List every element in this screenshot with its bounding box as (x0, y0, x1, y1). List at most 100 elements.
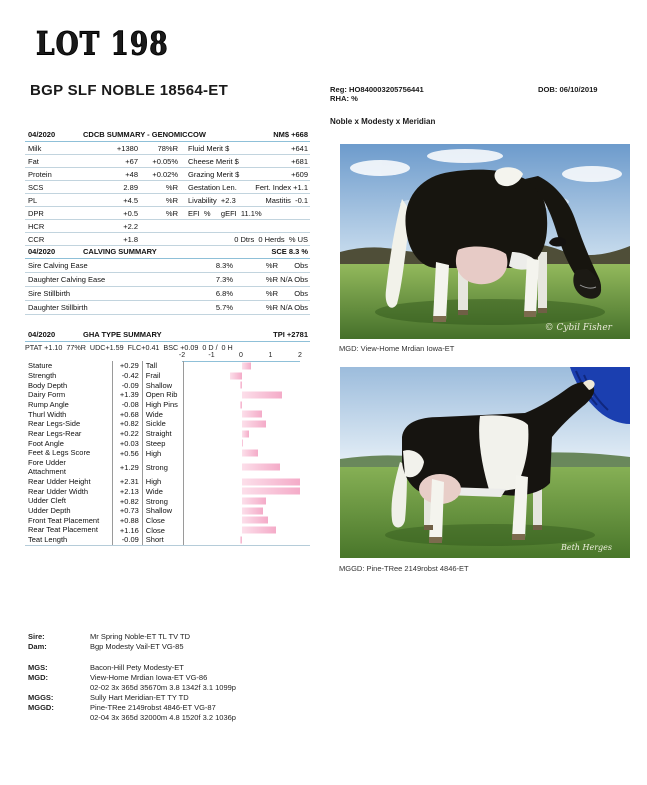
mgd-photo: © Cybil Fisher (340, 144, 630, 339)
pedigree-label (28, 713, 90, 723)
reliability-value: 78%R (157, 143, 178, 153)
trait-bar-track (183, 409, 300, 420)
chart-right-margin (300, 439, 310, 449)
handler-blue-jacket (570, 367, 630, 424)
hoof (424, 525, 433, 530)
reliability-value: %R (165, 208, 178, 218)
trait-bar-track (183, 390, 300, 400)
pedigree-text: Bgp Modesty Vail-ET VG-85 (90, 642, 184, 651)
trait-name: Rear Udder Width (28, 486, 89, 496)
cdcb-rows: Milk +1380 78%R Fluid Merit $ +641 Fat +… (25, 142, 310, 246)
calving-trait-label: Daughter Calving Ease (28, 275, 106, 284)
calving-observations: Obs (294, 289, 308, 298)
trait-name: Dairy Form (28, 390, 66, 400)
chart-right-margin (300, 458, 310, 477)
hoof (524, 311, 536, 317)
trait-bar (242, 516, 268, 524)
secondary-label: Fluid Merit $ (188, 143, 230, 153)
pedigree-row: MGGD: Pine-TRee 2149robst 4846-ET VG-87 (28, 703, 236, 713)
front-leg-near (512, 475, 528, 538)
trait-name: Rear Legs-Rear (28, 428, 82, 438)
calving-reliability: %R (265, 289, 278, 298)
trait-descriptor: Frail (141, 370, 184, 381)
trait-label: CCR (28, 234, 45, 244)
trait-row: Udder Cleft +0.82 Strong (25, 496, 310, 506)
calving-header: 04/2020 CALVING SUMMARY SCE 8.3 % (25, 245, 310, 259)
neck (525, 176, 602, 296)
trait-descriptor: Sickle (141, 419, 184, 429)
lot-number: LOT 198 (36, 26, 169, 64)
trait-name: Feet & Legs Score (28, 448, 91, 458)
calving-date: 04/2020 (28, 247, 56, 256)
trait-row: Udder Depth +0.73 Shallow (25, 505, 310, 516)
table-row: CCR +1.8 0 Dtrs 0 Herds % US (25, 233, 310, 246)
pedigree-text: View-Home Mrdian Iowa-ET VG-86 (90, 673, 208, 682)
trait-descriptor: Wide (141, 409, 184, 420)
trait-name: Teat Length (28, 535, 68, 545)
chart-right-margin (300, 419, 310, 429)
trait-bar-track (183, 361, 300, 371)
cow-body (405, 169, 548, 268)
tail (385, 199, 411, 308)
trait-row: Rump Angle -0.08 High Pins (25, 399, 310, 410)
trait-sta-value: -0.42 (112, 370, 142, 381)
trait-sta-value: +0.82 (112, 419, 142, 429)
trait-sta-value: +1.29 (112, 457, 142, 477)
reliability-value: %R (165, 195, 178, 205)
trait-bar-track (183, 419, 300, 429)
secondary-value: +681 (291, 156, 308, 166)
trait-bar (242, 430, 249, 438)
pedigree-row: MGGS: Sully Hart Meridian-ET TY TD (28, 693, 236, 703)
trait-label: PL (28, 195, 38, 205)
trait-sta-value: -0.08 (112, 399, 142, 410)
pedigree-row: Sire: Mr Spring Noble-ET TL TV TD (28, 632, 236, 642)
white-poll-patch (583, 379, 595, 390)
rear-leg-near (433, 262, 449, 320)
trait-bar-track (183, 399, 300, 410)
trait-label: HCR (28, 221, 45, 231)
trait-row: Foot Angle +0.03 Steep (25, 438, 310, 449)
trait-sta-value: +0.03 (112, 438, 142, 449)
axis-tick-label: 0 (239, 352, 243, 359)
trait-bar-track (183, 428, 300, 439)
trait-label: Fat (28, 156, 39, 166)
trait-bar (242, 391, 283, 399)
chart-right-margin (300, 535, 310, 545)
trait-row: Rear Legs-Rear +0.22 Straight (25, 428, 310, 439)
trait-bar (239, 381, 243, 389)
cow-posed (391, 379, 595, 543)
pedigree-text: Mr Spring Noble-ET TL TV TD (90, 632, 191, 641)
trait-bar (242, 478, 301, 486)
trait-name: Rear Legs-Side (28, 419, 81, 429)
table-row: HCR +2.2 (25, 220, 310, 233)
trait-bar (242, 439, 244, 447)
trait-value: +1.8 (123, 234, 138, 244)
calving-reliability: %R (265, 261, 278, 270)
pedigree-text: Bacon-Hill Pety Modesty-ET (90, 663, 184, 672)
axis-tick-label: -2 (178, 352, 186, 359)
head-down (573, 269, 602, 299)
trait-sta-value: -0.09 (112, 535, 142, 545)
gha-title: GHA TYPE SUMMARY (83, 330, 162, 339)
trait-name: Foot Angle (28, 438, 64, 448)
chart-right-margin (300, 477, 310, 487)
mggd-photo: Beth Herges (340, 367, 630, 558)
chart-right-margin (300, 361, 310, 371)
hoof (533, 525, 542, 530)
calving-trait-label: Sire Stillbirth (28, 289, 71, 298)
linear-trait-chart: Stature +0.29 Tall Strength -0.42 Frail (25, 361, 310, 546)
pedigree-row: MGD: View-Home Mrdian Iowa-ET VG-86 (28, 673, 236, 683)
secondary-value: +641 (291, 143, 308, 153)
table-row: Protein +48 +0.02% Grazing Merit $ +609 (25, 168, 310, 181)
front-leg-near (524, 258, 539, 315)
secondary-label: Gestation Len. (188, 182, 237, 192)
axis-tick-label: 1 (268, 352, 273, 359)
trait-label: Protein (28, 169, 52, 179)
trait-name: Body Depth (28, 380, 68, 390)
trait-descriptor: High Pins (141, 399, 184, 410)
mggd-caption: MGGD: Pine-TRee 2149robst 4846-ET (339, 564, 469, 573)
axis-tick-label: 2 (298, 352, 302, 359)
trait-descriptor: High (141, 448, 184, 458)
calving-value: 6.8% (215, 289, 233, 298)
chart-axis-ticks: -2 -1 0 1 2 (178, 352, 302, 362)
